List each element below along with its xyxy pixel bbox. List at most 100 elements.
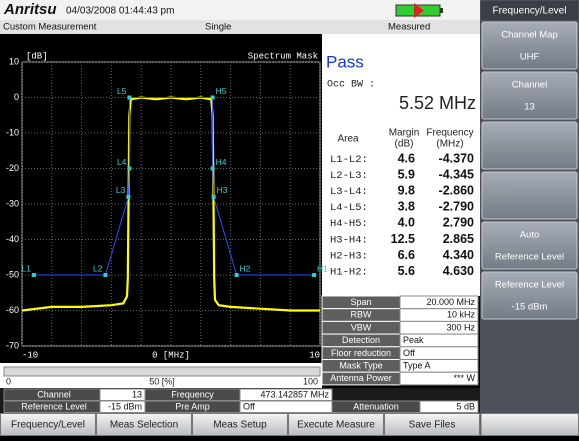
frequency-value: 2.790 [443, 216, 474, 230]
tab-label: Meas Setup [213, 420, 267, 431]
y-tick-label: 10 [9, 56, 19, 66]
mask-point [127, 166, 132, 171]
settings-value: Type A [403, 360, 431, 370]
mask-point [31, 273, 36, 277]
column-header: Frequency [426, 128, 473, 139]
tab-label: Save Files [409, 420, 456, 431]
logo: Anritsu [3, 1, 57, 18]
margin-value: 3.8 [398, 200, 415, 214]
softkey-title: Frequency/Level [493, 6, 567, 17]
footer-label: Frequency [171, 389, 214, 399]
y-tick-label: -70 [6, 340, 19, 350]
x-tick-label: -10 [22, 350, 38, 360]
mask-point-label: L4 [117, 157, 127, 167]
settings-label: Floor reduction [331, 348, 391, 358]
softkey-title-bg [481, 1, 578, 20]
status-bar [0, 20, 480, 34]
x-tick-label: 0 [MHz] [152, 350, 190, 360]
progress-label: 100 [303, 376, 318, 386]
mask-point-label: H4 [216, 157, 227, 167]
mask-point-label: L1 [21, 263, 31, 273]
margin-value: 12.5 [391, 232, 415, 246]
margin-value: 9.8 [398, 183, 415, 197]
margin-value: 5.9 [398, 167, 415, 181]
tab-label: Frequency/Level [11, 420, 85, 431]
settings-label: RBW [351, 310, 373, 320]
y-tick-label: -60 [6, 305, 19, 315]
row-label: L4-L5: [330, 202, 368, 214]
tab-button[interactable] [480, 413, 579, 436]
softkey[interactable] [481, 171, 578, 220]
tab-label: Execute Measure [297, 420, 375, 431]
settings-label: Antenna Power [330, 373, 392, 383]
progress-label: 0 [6, 376, 11, 386]
softkey[interactable] [481, 71, 578, 120]
mask-point-label: L5 [117, 86, 127, 96]
mask-point [126, 194, 131, 199]
mask-point-label: H5 [216, 86, 227, 96]
y-tick-label: -40 [6, 234, 19, 244]
softkey-label: UHF [520, 52, 540, 63]
chart-title: Spectrum Mask [248, 51, 318, 61]
settings-value: Peak [403, 335, 424, 345]
row-label: H1-H2: [330, 266, 368, 278]
row-label: H4-H5: [330, 218, 368, 230]
softkey-label: 13 [524, 102, 535, 113]
verdict: Pass [326, 52, 364, 71]
mask-point [211, 194, 216, 199]
settings-label: Span [350, 297, 371, 307]
y-tick-label: -30 [6, 198, 19, 208]
softkey-label: Channel [512, 80, 547, 91]
softkey-label: -15 dBm [512, 302, 548, 313]
margin-value: 6.6 [398, 248, 415, 262]
footer-value: Off [243, 401, 255, 411]
margin-value: 5.6 [398, 264, 415, 278]
mask-point-label: L3 [116, 185, 126, 195]
margin-value: 4.6 [398, 151, 415, 165]
settings-label: VBW [351, 322, 372, 332]
mask-point [312, 273, 317, 277]
footer-label: Pre Amp [175, 401, 210, 411]
state: Measured [388, 22, 430, 33]
mask-point-label: H1 [317, 263, 328, 273]
mask-point-label: H2 [240, 263, 251, 273]
frequency-value: -2.860 [439, 183, 474, 197]
footer-label: Reference Level [21, 401, 87, 411]
settings-label: Mask Type [339, 360, 382, 370]
column-header: Area [337, 134, 359, 145]
softkey-label: Reference Level [495, 252, 564, 263]
mask-point-label: L2 [93, 263, 103, 273]
softkey-label: Reference Level [495, 280, 564, 291]
mode: Custom Measurement [3, 22, 97, 33]
row-label: L3-L4: [330, 186, 368, 198]
frequency-value: -4.345 [439, 167, 474, 181]
sweep: Single [205, 22, 231, 33]
battery-icon [395, 3, 443, 18]
softkey[interactable] [481, 121, 578, 170]
progress-label: 50 [%] [149, 376, 175, 386]
softkey[interactable] [481, 21, 578, 70]
mask-point [210, 166, 215, 171]
mask-point [103, 273, 108, 277]
row-label: L2-L3: [330, 170, 368, 182]
softkey[interactable] [481, 221, 578, 270]
series-line [33, 97, 314, 276]
footer-value: 473.142857 MHz [260, 389, 329, 399]
x-tick-label: 10 [309, 350, 320, 360]
row-label: H3-H4: [330, 234, 368, 246]
column-header: (MHz) [436, 139, 463, 150]
frequency-value: 2.865 [443, 232, 474, 246]
occ-bw: 5.52 MHz [399, 93, 476, 113]
settings-label: Detection [342, 335, 380, 345]
y-tick-label: -50 [6, 269, 19, 279]
settings-value: Off [403, 348, 415, 358]
results-panel [322, 34, 480, 296]
top-bar [0, 0, 480, 20]
softkey[interactable] [481, 271, 578, 320]
settings-value: 300 Hz [446, 322, 475, 332]
frequency-value: 4.340 [443, 248, 474, 262]
row-label: H2-H3: [330, 250, 368, 262]
softkey-label: Auto [520, 230, 540, 241]
